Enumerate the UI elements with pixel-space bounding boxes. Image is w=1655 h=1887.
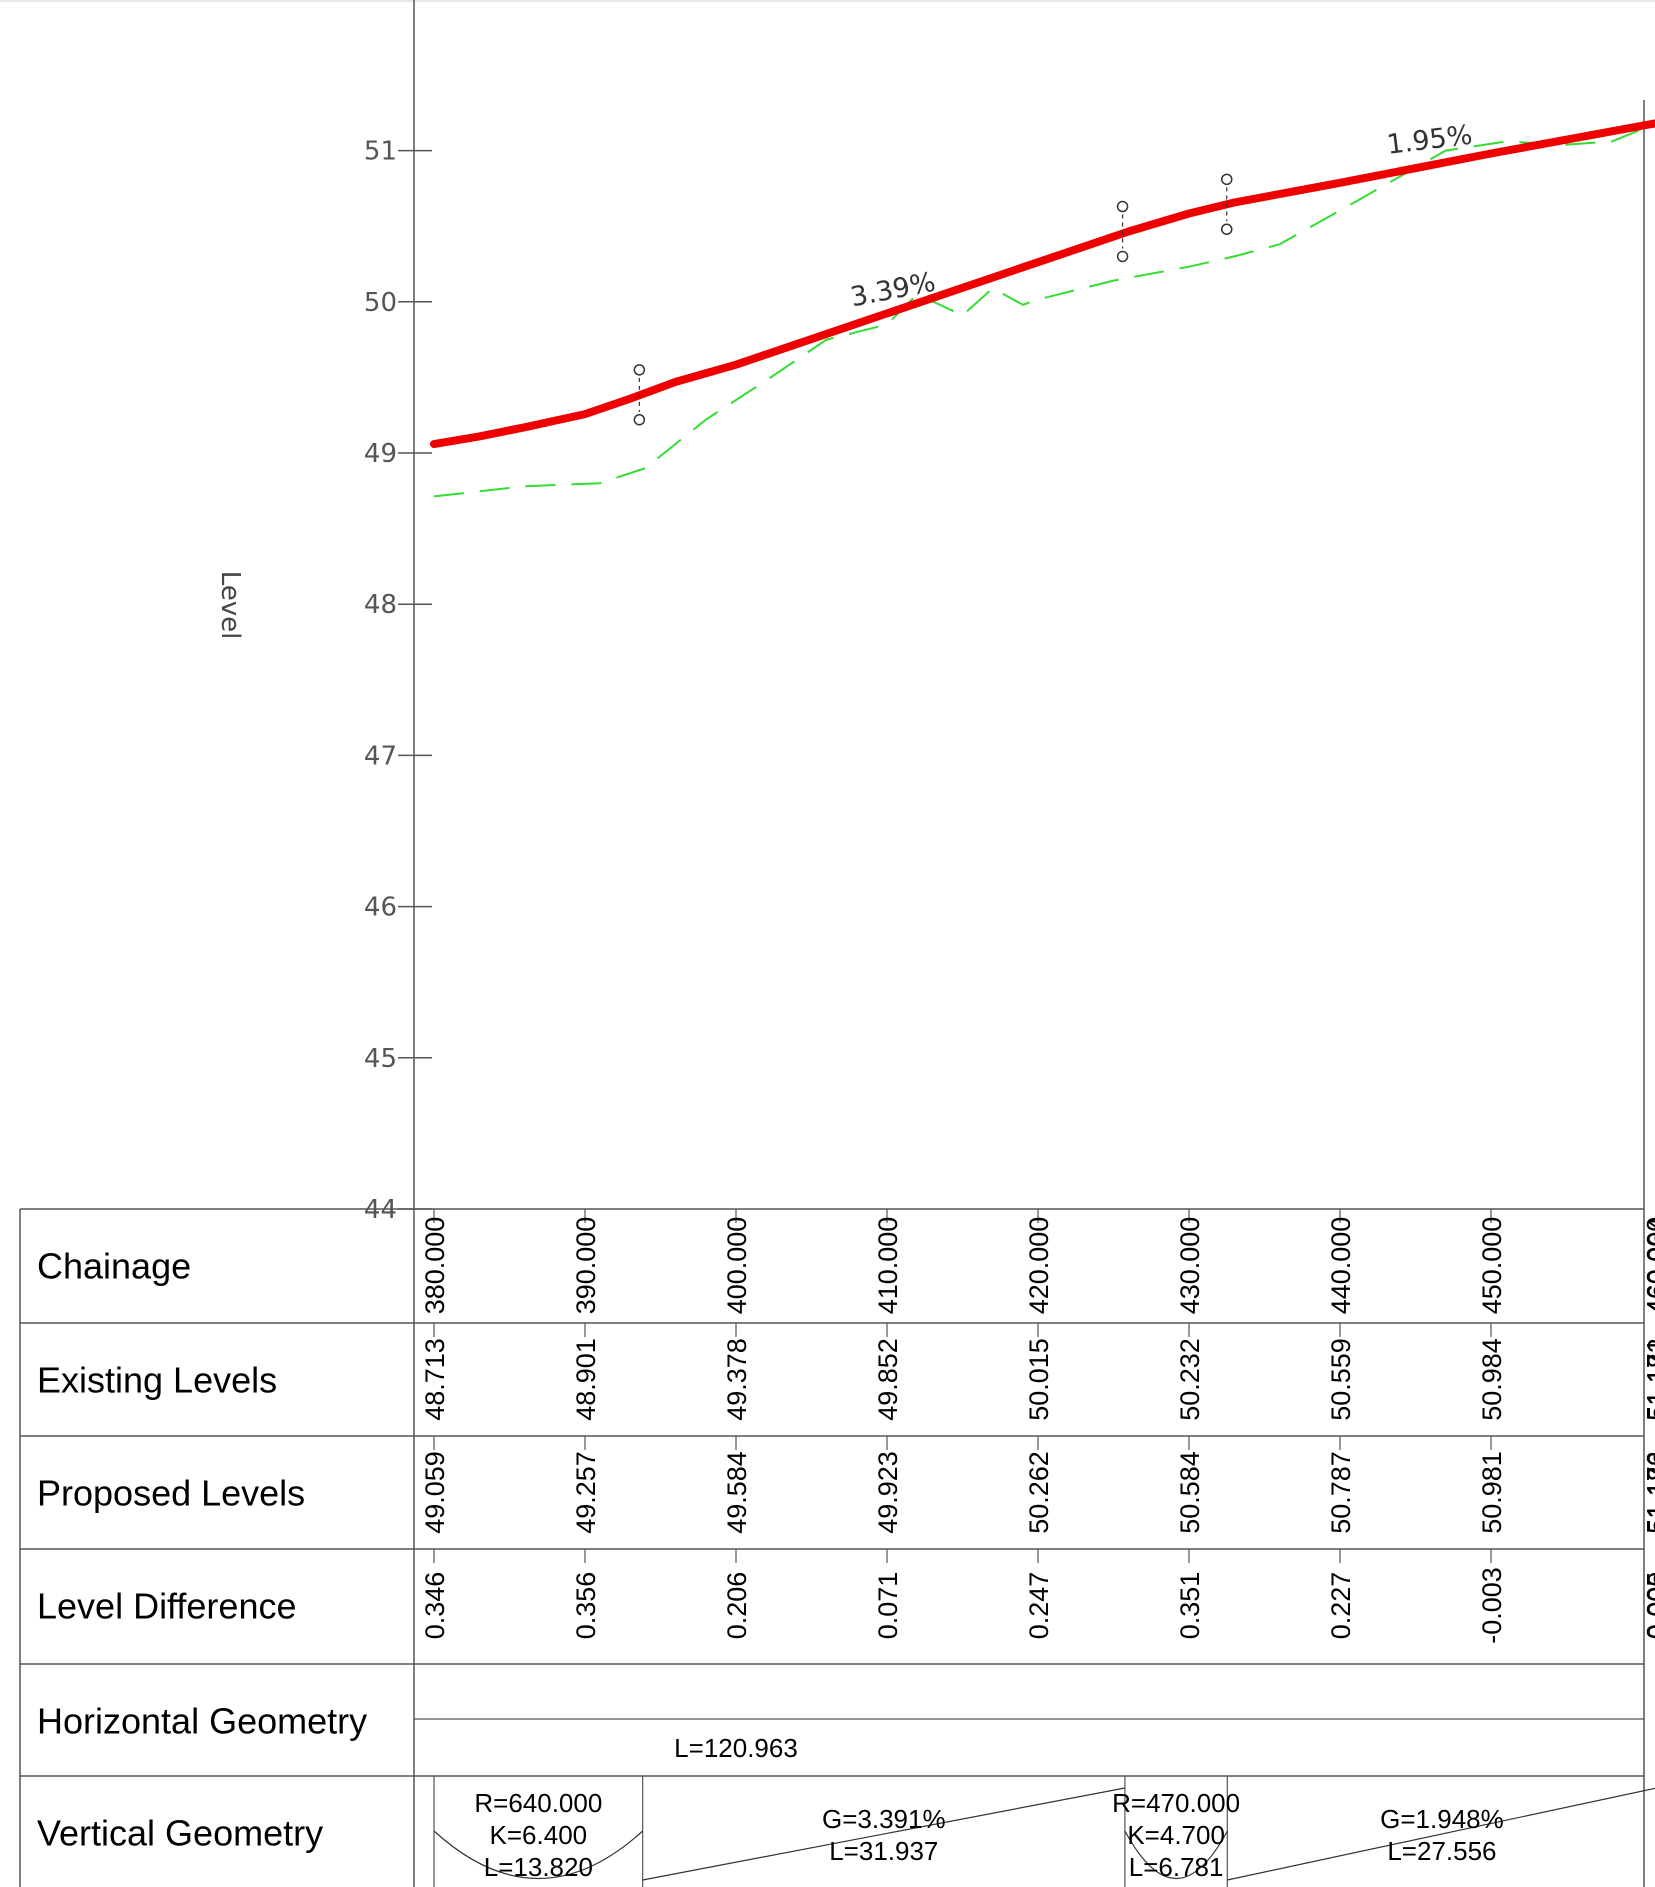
table-value: 49.584 (722, 1451, 752, 1534)
table-value: 50.984 (1477, 1338, 1507, 1421)
table-value: 49.378 (722, 1338, 752, 1421)
vertical-curve-text: L=6.781 (1129, 1852, 1224, 1882)
y-tick-label: 45 (364, 1044, 397, 1074)
vip-marker-bottom (1221, 223, 1233, 235)
table-row-label: Horizontal Geometry (37, 1701, 367, 1742)
table-value: 50.559 (1326, 1338, 1356, 1421)
vertical-curve-text: R=470.000 (1112, 1788, 1240, 1818)
vertical-curve-text: L=13.820 (484, 1852, 593, 1882)
table-end-value: 51.182 (1643, 1338, 1655, 1421)
y-tick-label: 47 (364, 741, 397, 771)
y-tick-label: 44 (364, 1195, 397, 1225)
vertical-grade-line (1227, 1787, 1655, 1881)
table-value: 50.015 (1024, 1338, 1054, 1421)
table-value: 49.852 (873, 1338, 903, 1421)
table-value: 50.232 (1175, 1338, 1205, 1421)
table-value: 0.247 (1024, 1572, 1054, 1640)
table-value: 0.351 (1175, 1572, 1205, 1640)
table-value: 0.206 (722, 1572, 752, 1640)
table-value: 50.787 (1326, 1451, 1356, 1534)
data-band-table: Chainage 380.000 390.000 400.000 410.000 420.… (19, 1208, 1655, 1887)
table-row-label: Chainage (37, 1246, 191, 1287)
vertical-curve-arc (433, 1830, 644, 1879)
table-value: 48.901 (571, 1338, 601, 1421)
vip-markers (633, 173, 1233, 426)
table-value: 49.923 (873, 1451, 903, 1534)
table-value: 50.981 (1477, 1451, 1507, 1534)
table-end-value: 51.182 (1643, 1451, 1655, 1534)
table-value: 380.000 (420, 1217, 450, 1315)
table-end-value: 51.171 (1642, 1338, 1655, 1421)
vip-marker-bottom (1116, 250, 1129, 263)
table-end-value: 51.176 (1642, 1451, 1655, 1534)
table-value: 48.713 (420, 1338, 450, 1421)
proposed-profile-series (430, 119, 1655, 449)
vip-marker-bottom (633, 413, 646, 426)
table-row-label: Vertical Geometry (37, 1813, 323, 1854)
y-tick-label: 48 (364, 590, 397, 620)
existing-ground-line (433, 122, 1655, 498)
vertical-grade-text: L=27.556 (1387, 1836, 1496, 1866)
table-value: 0.227 (1326, 1572, 1356, 1640)
vertical-curve-text: K=4.700 (1127, 1820, 1225, 1850)
table-row-label: Proposed Levels (37, 1473, 305, 1514)
y-axis: 44 45 46 47 48 49 50 51 (364, 137, 432, 1225)
table-row-label: Existing Levels (37, 1360, 277, 1401)
table-value: 0.346 (420, 1572, 450, 1640)
table-value: 420.000 (1024, 1217, 1054, 1315)
table-end-value: 0.000 (1643, 1572, 1655, 1640)
grade-label: 3.39% (848, 267, 938, 314)
table-end-value: 460.000 (1642, 1217, 1655, 1315)
horizontal-geometry-length: L=120.963 (674, 1733, 798, 1763)
grade-label: 1.95% (1385, 120, 1474, 161)
existing-profile-series (433, 122, 1655, 498)
vertical-grade-line (642, 1787, 1126, 1881)
table-value: 50.584 (1175, 1451, 1205, 1534)
table-value: 49.059 (420, 1451, 450, 1534)
vertical-grade-text: G=1.948% (1380, 1804, 1504, 1834)
table-end-value: 460.964 (1643, 1217, 1655, 1315)
table-value: 410.000 (873, 1217, 903, 1315)
vertical-curve-text: R=640.000 (474, 1788, 602, 1818)
table-value: 430.000 (1175, 1217, 1205, 1315)
vip-marker-top (1116, 200, 1129, 213)
table-value: 440.000 (1326, 1217, 1356, 1315)
table-row-label: Level Difference (37, 1586, 297, 1627)
table-value: 49.257 (571, 1451, 601, 1534)
vertical-grade-text: L=31.937 (829, 1836, 938, 1866)
vertical-curve-arc (1124, 1830, 1228, 1880)
y-tick-label: 51 (364, 137, 397, 167)
table-value: 450.000 (1477, 1217, 1507, 1315)
table-value: 400.000 (722, 1217, 752, 1315)
table-value: -0.003 (1477, 1567, 1507, 1644)
vertical-grade-text: G=3.391% (822, 1804, 946, 1834)
y-tick-label: 46 (364, 893, 397, 923)
vip-marker-top (1221, 173, 1233, 186)
y-tick-label: 49 (364, 439, 397, 469)
table-value: 0.071 (873, 1572, 903, 1640)
grade-labels: 3.39% 1.95% (848, 120, 1474, 314)
table-value: 390.000 (571, 1217, 601, 1315)
table-value: 50.262 (1024, 1451, 1054, 1534)
vip-marker-top (633, 364, 646, 376)
vertical-curve-text: K=6.400 (490, 1820, 588, 1850)
table-value: 0.356 (571, 1572, 601, 1640)
y-tick-label: 50 (364, 288, 397, 318)
proposed-design-line (430, 119, 1655, 449)
table-end-value: 0.005 (1642, 1572, 1655, 1640)
y-axis-title: Level (215, 571, 245, 640)
